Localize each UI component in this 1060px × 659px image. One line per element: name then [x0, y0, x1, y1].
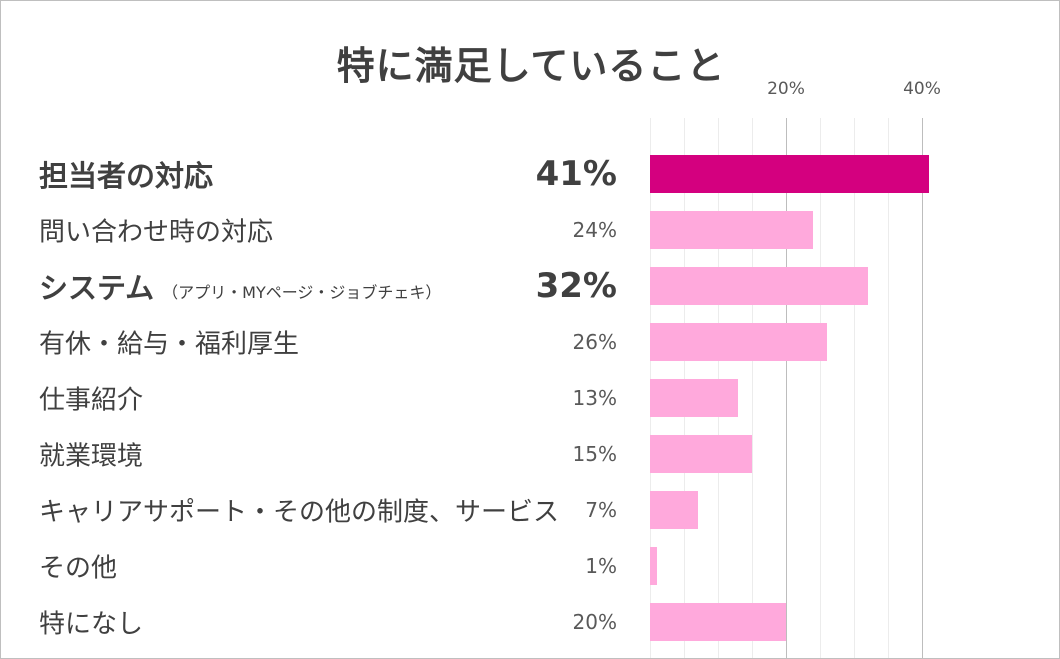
bar — [650, 491, 698, 529]
category-note: （アプリ・MYページ・ジョブチェキ） — [162, 283, 442, 302]
category-name: 仕事紹介 — [39, 385, 144, 416]
gridline — [752, 118, 753, 658]
category-label: 問い合わせ時の対応 — [39, 212, 273, 249]
bar — [650, 379, 739, 417]
data-label: 24% — [572, 218, 617, 242]
category-name: 特になし — [39, 609, 144, 640]
data-label: 20% — [572, 610, 617, 634]
category-label: その他 — [39, 548, 117, 585]
chart-title: 特に満足していること — [336, 44, 726, 88]
x-tick-label: 40% — [903, 79, 941, 99]
category-label: 特になし — [39, 604, 143, 641]
bar — [650, 547, 657, 585]
category-name: その他 — [39, 553, 118, 584]
category-label: キャリアサポート・その他の制度、サービス — [39, 492, 559, 529]
data-label: 7% — [585, 498, 617, 522]
bar — [650, 323, 827, 361]
gridline — [786, 118, 787, 658]
bar — [650, 435, 752, 473]
bar — [650, 603, 786, 641]
category-label: システム （アプリ・MYページ・ジョブチェキ） — [39, 265, 441, 307]
gridline — [854, 118, 855, 658]
category-label: 担当者の対応 — [39, 153, 213, 195]
gridline — [820, 118, 821, 658]
category-label: 就業環境 — [39, 436, 143, 473]
gridline — [888, 118, 889, 658]
data-label: 13% — [572, 386, 617, 410]
category-name: 担当者の対応 — [39, 159, 214, 193]
data-label: 1% — [585, 554, 617, 578]
gridline — [922, 118, 923, 658]
data-label: 26% — [572, 330, 617, 354]
bar — [650, 155, 929, 193]
category-name: 就業環境 — [39, 441, 144, 472]
category-name: システム — [39, 271, 155, 305]
category-name: 有休・給与・福利厚生 — [39, 329, 300, 360]
data-label: 15% — [572, 442, 617, 466]
x-tick-label: 20% — [767, 79, 805, 99]
bar — [650, 267, 868, 305]
category-name: キャリアサポート・その他の制度、サービス — [39, 497, 560, 528]
category-label: 有休・給与・福利厚生 — [39, 324, 299, 361]
data-label: 41% — [535, 154, 617, 194]
category-name: 問い合わせ時の対応 — [39, 217, 274, 248]
data-label: 32% — [535, 266, 617, 306]
bar — [650, 211, 814, 249]
category-label: 仕事紹介 — [39, 380, 143, 417]
